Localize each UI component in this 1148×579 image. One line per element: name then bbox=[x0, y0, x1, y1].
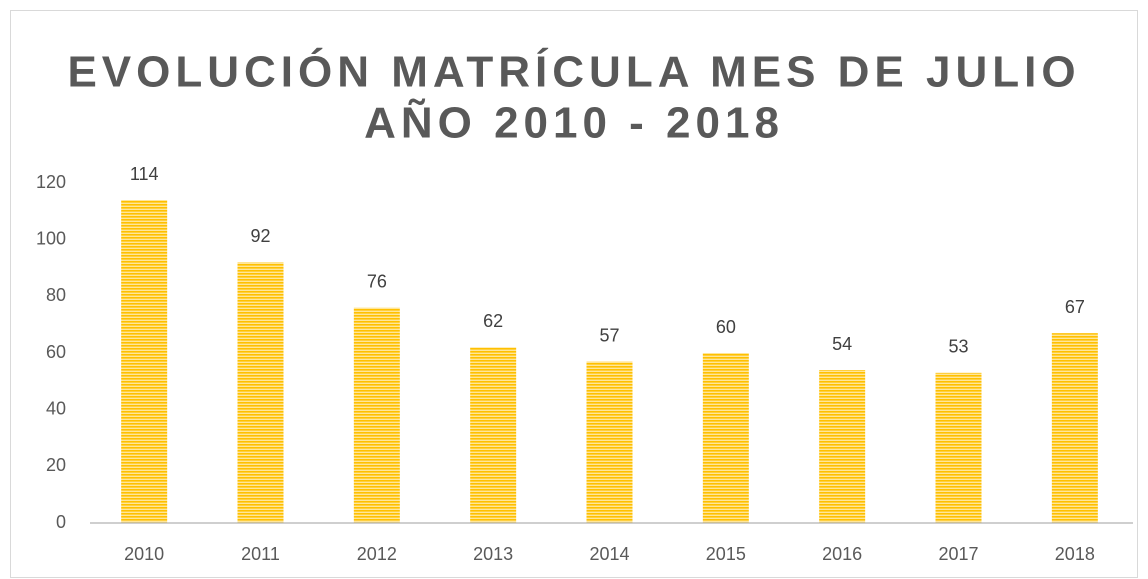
y-tick-label: 60 bbox=[46, 342, 66, 362]
y-tick-label: 20 bbox=[46, 455, 66, 475]
chart-title: AÑO 2010 - 2018 bbox=[364, 98, 784, 148]
data-label: 76 bbox=[367, 271, 387, 291]
data-label: 92 bbox=[250, 226, 270, 246]
x-tick-label: 2011 bbox=[241, 544, 280, 564]
x-tick-label: 2016 bbox=[822, 544, 862, 564]
bar bbox=[1051, 333, 1098, 523]
bar bbox=[586, 361, 633, 523]
x-tick-label: 2013 bbox=[473, 544, 513, 564]
y-tick-label: 120 bbox=[36, 172, 66, 192]
data-label: 53 bbox=[948, 337, 968, 357]
bar bbox=[702, 353, 749, 523]
bar bbox=[819, 370, 866, 523]
x-tick-label: 2010 bbox=[124, 544, 164, 564]
data-label: 57 bbox=[599, 325, 619, 345]
bar bbox=[353, 307, 400, 523]
y-tick-label: 40 bbox=[46, 398, 66, 418]
x-tick-label: 2012 bbox=[357, 544, 397, 564]
bar bbox=[237, 262, 284, 523]
x-tick-label: 2015 bbox=[706, 544, 746, 564]
data-label: 60 bbox=[716, 317, 736, 337]
data-label: 114 bbox=[130, 164, 159, 184]
bar bbox=[935, 372, 982, 523]
x-tick-label: 2017 bbox=[938, 544, 978, 564]
data-label: 62 bbox=[483, 311, 503, 331]
data-label: 67 bbox=[1065, 297, 1085, 317]
data-label: 54 bbox=[832, 334, 852, 354]
x-tick-label: 2014 bbox=[589, 544, 629, 564]
x-tick-label: 2018 bbox=[1055, 544, 1095, 564]
bar bbox=[121, 200, 168, 523]
y-tick-label: 0 bbox=[56, 512, 66, 532]
y-tick-label: 80 bbox=[46, 285, 66, 305]
bar bbox=[470, 347, 517, 523]
chart-title: EVOLUCIÓN MATRÍCULA MES DE JULIO bbox=[67, 47, 1080, 97]
y-tick-label: 100 bbox=[36, 228, 66, 248]
